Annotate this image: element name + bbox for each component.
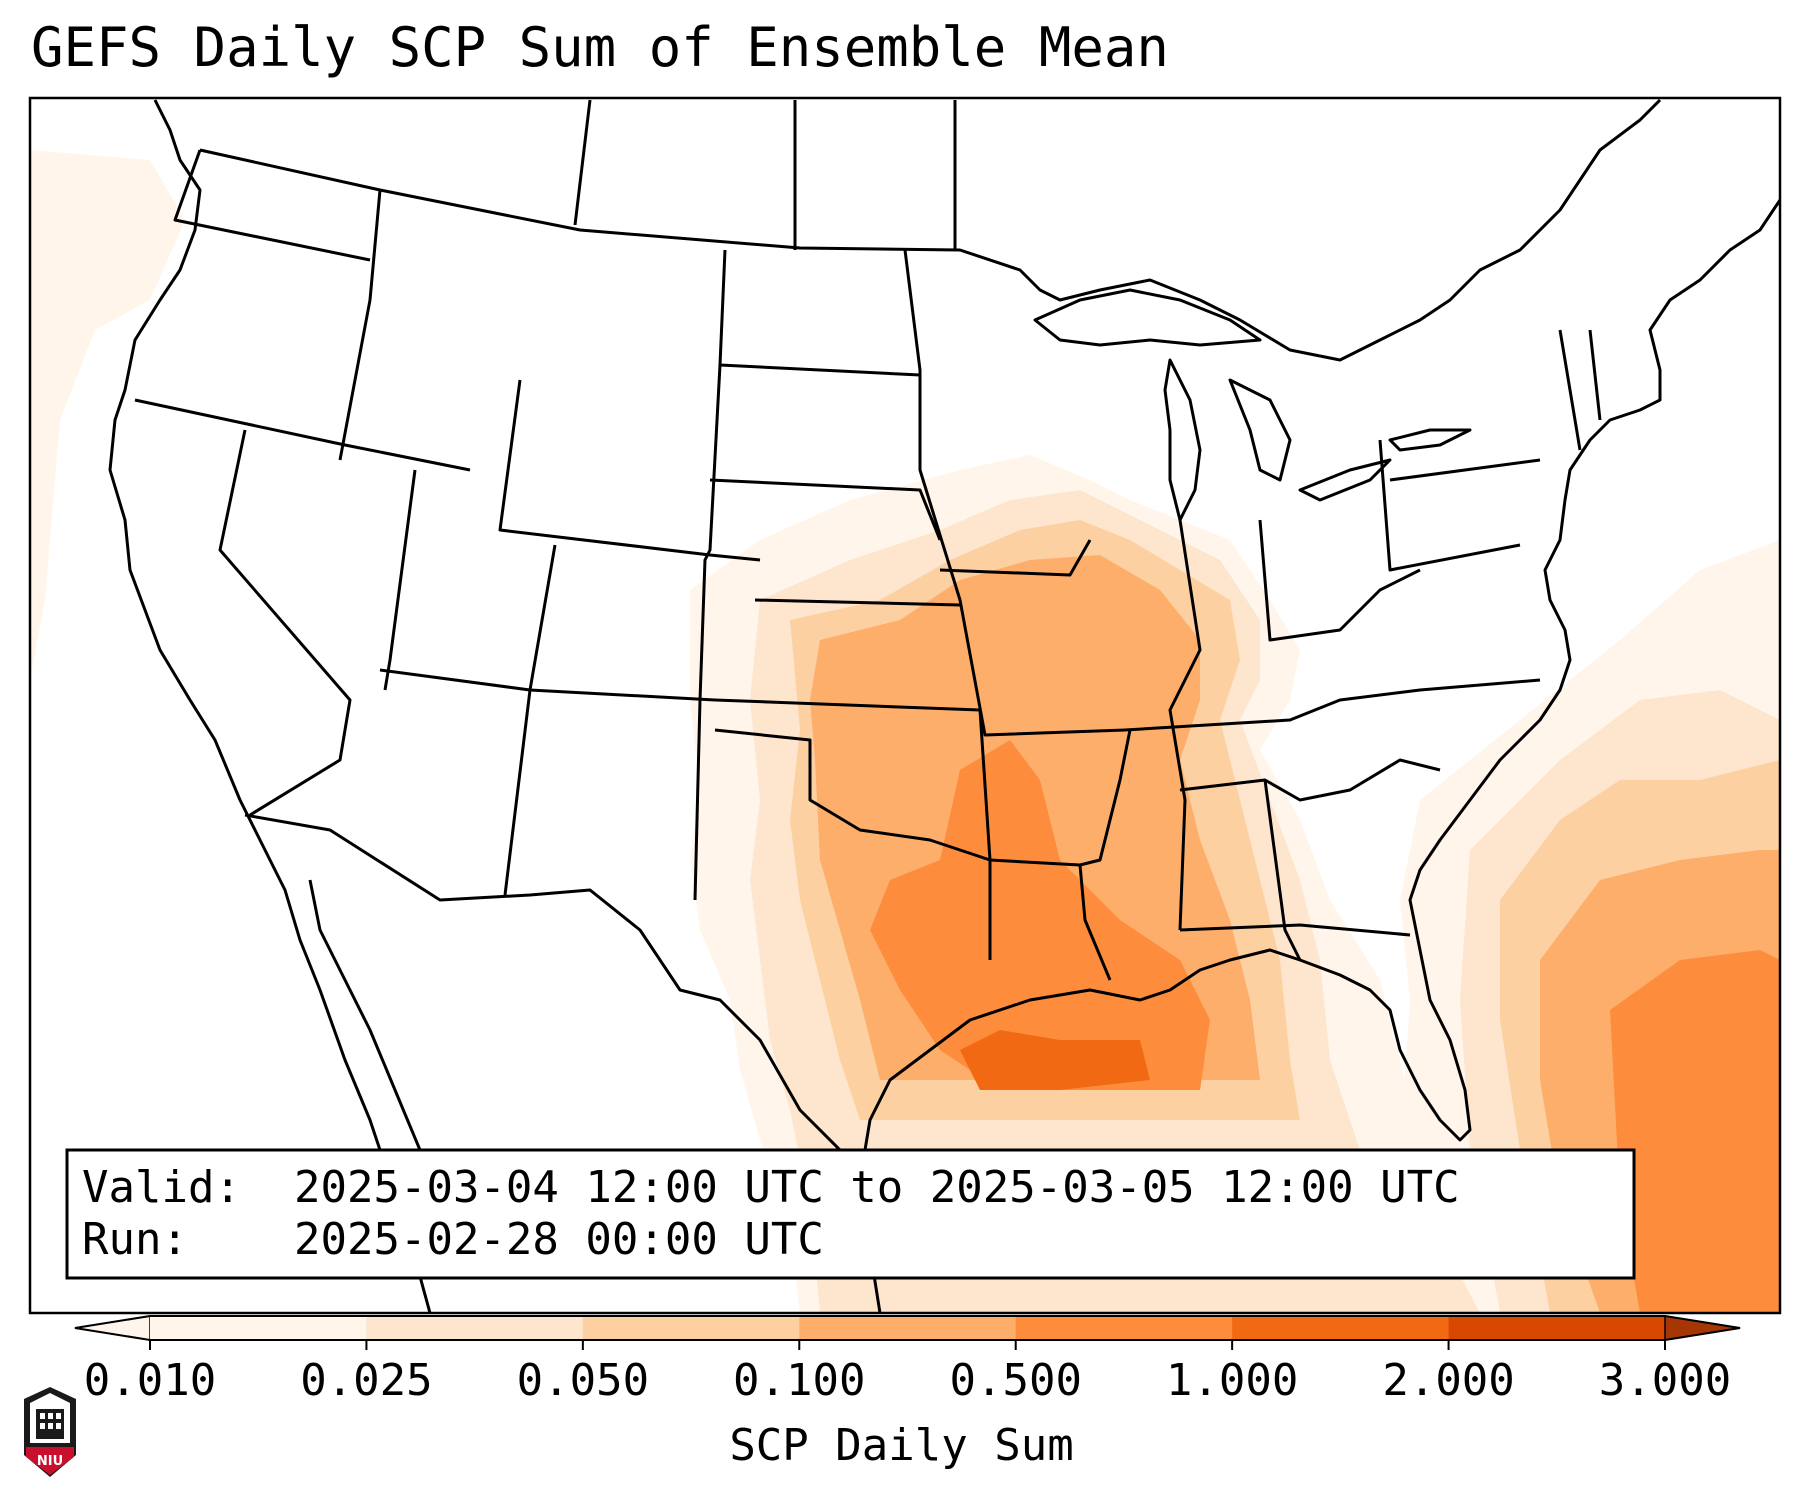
state-line xyxy=(528,544,557,691)
colorbar-segment xyxy=(1448,1316,1666,1340)
colorbar-tick-label: 1.000 xyxy=(1165,1355,1299,1406)
colorbar-tick-label: 0.050 xyxy=(516,1355,650,1406)
state-line xyxy=(693,364,722,901)
state-line xyxy=(134,398,471,472)
state-line xyxy=(218,429,352,817)
state-line xyxy=(498,379,761,562)
lake-huron xyxy=(1228,378,1292,482)
state-line xyxy=(379,668,716,702)
state-line xyxy=(718,249,921,377)
info-box: Valid: 2025-03-04 12:00 UTC to 2025-03-0… xyxy=(65,1148,1636,1280)
coastline-gulf xyxy=(858,199,1780,1313)
border-us-mexico xyxy=(244,813,881,1182)
state-line xyxy=(1078,864,1112,981)
state-line xyxy=(939,539,1092,577)
colorbar-extend-high xyxy=(1664,1315,1741,1341)
run-label: Run: xyxy=(82,1214,188,1265)
colorbar-tick-label: 0.010 xyxy=(83,1355,217,1406)
colorbar-segment xyxy=(150,1316,367,1340)
colorbar-extend-low xyxy=(74,1315,151,1341)
logo-text: NIU xyxy=(37,1454,63,1469)
state-line xyxy=(1124,678,1541,732)
state-line xyxy=(1588,329,1602,421)
state-line xyxy=(709,478,942,541)
scp-shading xyxy=(30,150,1780,1313)
lake-ontario xyxy=(1388,428,1472,452)
niu-logo: NIU xyxy=(24,1387,76,1477)
state-line xyxy=(503,689,532,896)
state-line xyxy=(1378,439,1521,572)
valid-label: Valid: xyxy=(82,1162,241,1213)
state-line xyxy=(714,698,992,960)
shading-atlantic-level-5 xyxy=(1610,950,1780,1313)
colorbar-tick-label: 0.100 xyxy=(733,1355,866,1406)
colorbar-segment xyxy=(1232,1316,1450,1340)
colorbar-label: SCP Daily Sum xyxy=(729,1420,1074,1471)
map-frame xyxy=(28,96,1782,1315)
state-line xyxy=(1258,519,1421,642)
state-line xyxy=(1558,329,1582,451)
shading-level-6 xyxy=(960,1030,1150,1090)
state-line xyxy=(1389,458,1541,482)
colorbar-segment xyxy=(1015,1316,1233,1340)
state-line xyxy=(1263,779,1302,961)
state-line xyxy=(903,249,1126,737)
shading-level-5 xyxy=(870,740,1210,1090)
valid-value: 2025-03-04 12:00 UTC to 2025-03-05 12:00… xyxy=(294,1162,1460,1213)
colorbar-tick-label: 2.000 xyxy=(1382,1355,1515,1406)
colorbar-segment xyxy=(799,1316,1017,1340)
lake-michigan xyxy=(1163,358,1202,522)
lake-erie xyxy=(1298,458,1392,502)
run-value: 2025-02-28 00:00 UTC xyxy=(294,1214,824,1265)
state-line xyxy=(573,99,592,226)
colorbar-tick-label: 0.500 xyxy=(949,1355,1082,1406)
coastline-pacific xyxy=(108,99,432,1313)
colorbar xyxy=(74,1315,1741,1350)
state-line xyxy=(383,469,417,691)
border-us-canada xyxy=(199,98,1662,362)
state-line xyxy=(1168,519,1202,931)
shading-pacific-faint xyxy=(30,150,185,680)
state-line xyxy=(173,149,371,262)
colorbar-segment xyxy=(582,1316,800,1340)
lake-superior xyxy=(1033,288,1262,347)
state-line xyxy=(1179,923,1411,937)
state-line xyxy=(714,728,991,862)
state-line xyxy=(1179,758,1441,802)
colorbar-tick-label: 0.025 xyxy=(300,1355,433,1406)
state-line xyxy=(754,598,961,607)
state-line xyxy=(338,189,382,461)
colorbar-tick-label: 3.000 xyxy=(1598,1355,1732,1406)
map-title: GEFS Daily SCP Sum of Ensemble Mean xyxy=(31,16,1169,79)
state-line xyxy=(989,729,1132,867)
colorbar-segment xyxy=(366,1316,584,1340)
